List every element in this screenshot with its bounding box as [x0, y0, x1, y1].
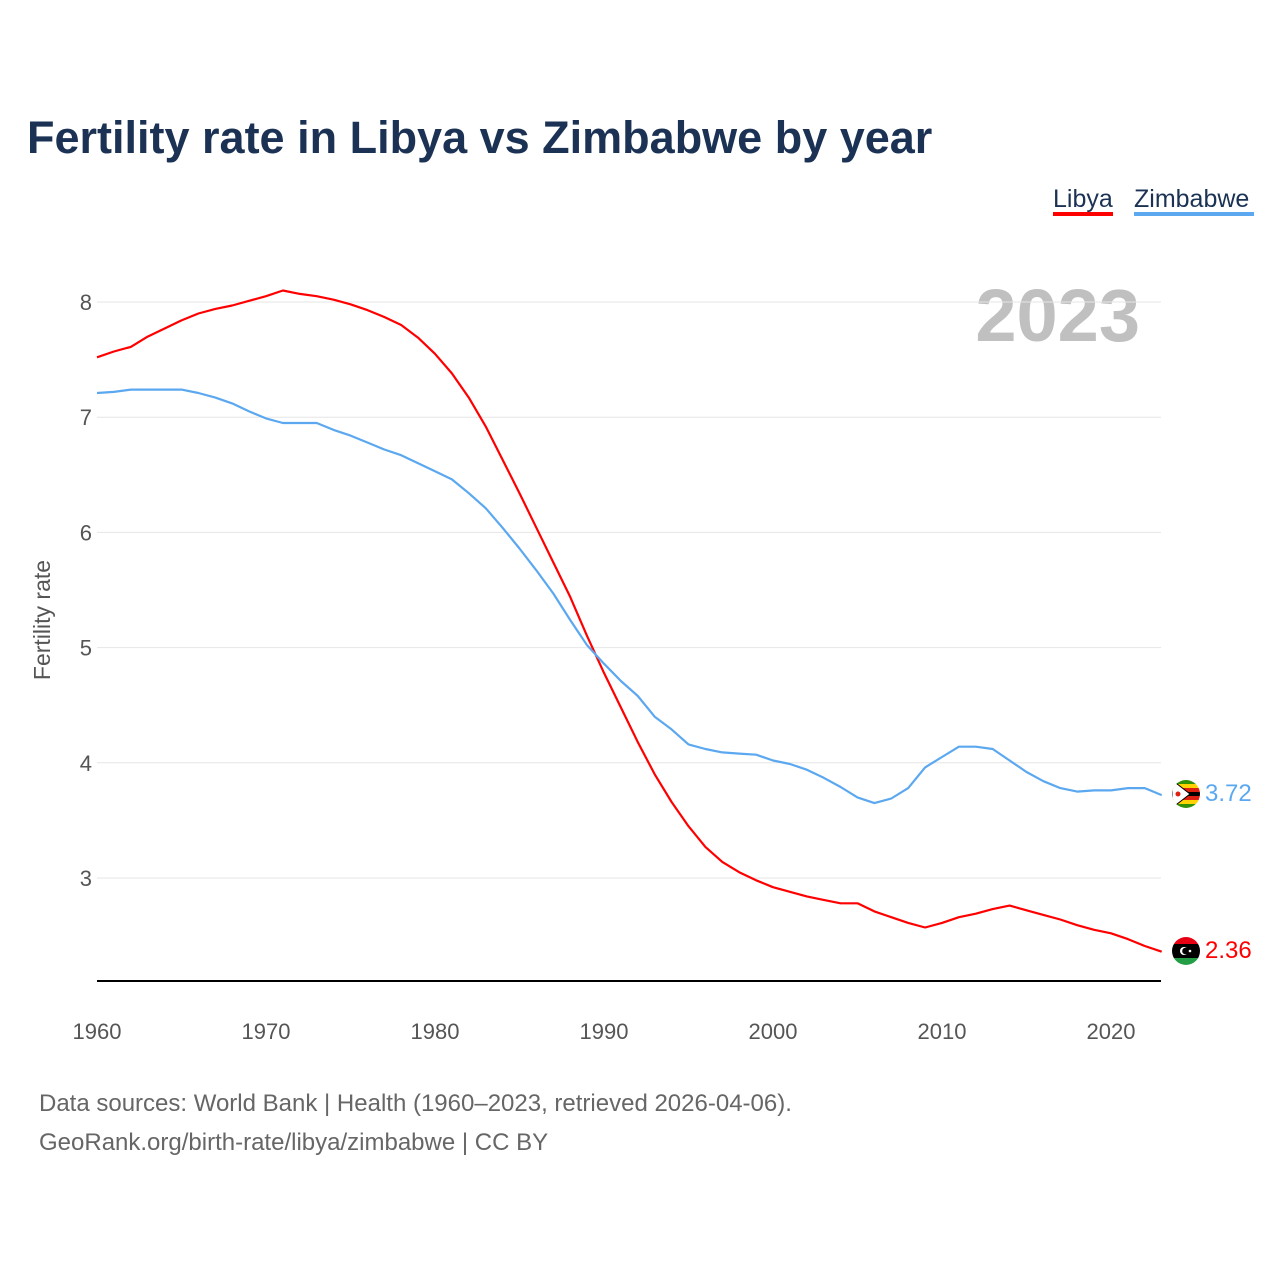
- legend-item-libya[interactable]: Libya: [1053, 185, 1113, 216]
- series-line-zimbabwe: [96, 388, 1163, 805]
- x-tick-label: 2000: [749, 1019, 798, 1044]
- legend-item-zimbabwe[interactable]: Zimbabwe: [1134, 185, 1254, 216]
- y-tick-label: 6: [80, 520, 92, 545]
- y-tick-label: 3: [80, 866, 92, 891]
- y-tick-label: 5: [80, 636, 92, 661]
- libya-end-label: 2.36: [1205, 937, 1252, 964]
- year-label: 2023: [975, 274, 1140, 357]
- chart-title: Fertility rate in Libya vs Zimbabwe by y…: [27, 112, 932, 163]
- x-tick-label: 1980: [411, 1019, 460, 1044]
- y-tick-label: 8: [80, 290, 92, 315]
- y-tick-label: 7: [80, 405, 92, 430]
- legend-label: Zimbabwe: [1134, 185, 1249, 213]
- legend-swatch: [1053, 212, 1113, 216]
- series-line-libya: [96, 289, 1163, 953]
- y-tick-label: 4: [80, 751, 92, 776]
- y-axis-ticks: 3 4 5 6 7 8: [80, 290, 92, 891]
- x-tick-label: 1970: [242, 1019, 291, 1044]
- x-tick-label: 1960: [73, 1019, 122, 1044]
- x-tick-label: 1990: [580, 1019, 629, 1044]
- x-axis-ticks: 1960 1970 1980 1990 2000 2010 2020: [73, 1019, 1136, 1044]
- y-axis-label: Fertility rate: [29, 560, 55, 680]
- zimbabwe-flag-icon: [1172, 780, 1200, 808]
- gridlines: [97, 301, 1161, 879]
- legend-swatch: [1134, 212, 1254, 216]
- legend-label: Libya: [1053, 185, 1113, 213]
- x-tick-label: 2010: [918, 1019, 967, 1044]
- footer-url[interactable]: GeoRank.org/birth-rate/libya/zimbabwe | …: [39, 1129, 548, 1156]
- libya-flag-icon: [1172, 937, 1200, 965]
- footer-source: Data sources: World Bank | Health (1960–…: [39, 1090, 792, 1117]
- zimbabwe-end-label: 3.72: [1205, 780, 1252, 807]
- x-tick-label: 2020: [1087, 1019, 1136, 1044]
- legend: Libya Zimbabwe: [1053, 185, 1254, 216]
- series-lines: [96, 289, 1163, 953]
